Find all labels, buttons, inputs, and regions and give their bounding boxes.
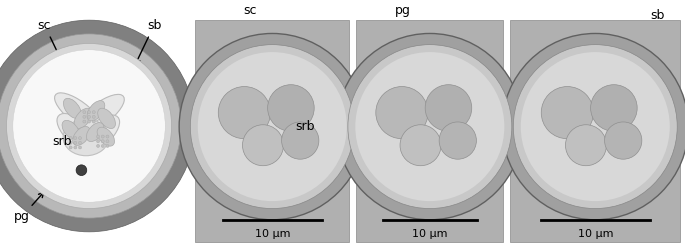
Text: srb: srb: [295, 119, 314, 133]
Ellipse shape: [0, 20, 195, 232]
Ellipse shape: [74, 108, 92, 129]
Ellipse shape: [97, 144, 99, 147]
Text: 10 μm: 10 μm: [255, 229, 290, 239]
Ellipse shape: [97, 135, 99, 138]
Ellipse shape: [80, 115, 120, 152]
Ellipse shape: [439, 122, 476, 159]
Ellipse shape: [63, 119, 109, 156]
Ellipse shape: [87, 101, 105, 121]
Text: sb: sb: [627, 9, 664, 43]
Text: sr: sr: [515, 129, 558, 163]
Text: sc: sc: [243, 4, 257, 28]
Ellipse shape: [101, 140, 104, 143]
Ellipse shape: [190, 45, 354, 209]
Ellipse shape: [106, 140, 109, 143]
Ellipse shape: [57, 113, 97, 151]
Ellipse shape: [348, 45, 512, 209]
Ellipse shape: [77, 94, 124, 133]
Ellipse shape: [565, 125, 606, 166]
Ellipse shape: [73, 127, 90, 145]
Ellipse shape: [541, 86, 593, 139]
Ellipse shape: [79, 137, 82, 140]
Ellipse shape: [179, 34, 365, 220]
Ellipse shape: [88, 120, 90, 123]
Ellipse shape: [425, 85, 472, 131]
Ellipse shape: [74, 141, 77, 144]
Ellipse shape: [79, 141, 82, 144]
Ellipse shape: [83, 115, 86, 118]
Ellipse shape: [79, 146, 82, 149]
Text: 10 μm: 10 μm: [412, 229, 447, 239]
Text: sb: sb: [136, 19, 161, 64]
Ellipse shape: [62, 120, 79, 139]
Ellipse shape: [98, 108, 116, 129]
Ellipse shape: [521, 52, 670, 201]
Ellipse shape: [219, 86, 271, 139]
Ellipse shape: [282, 122, 319, 159]
Ellipse shape: [74, 137, 77, 140]
Ellipse shape: [76, 165, 87, 176]
Ellipse shape: [513, 45, 677, 209]
Ellipse shape: [242, 125, 284, 166]
Text: srb: srb: [52, 135, 71, 148]
Text: sr: sr: [123, 149, 156, 178]
Ellipse shape: [356, 52, 504, 201]
Ellipse shape: [0, 34, 181, 218]
Text: pg: pg: [14, 192, 44, 223]
Text: sc: sc: [38, 19, 63, 64]
Ellipse shape: [97, 140, 99, 143]
Ellipse shape: [502, 34, 685, 220]
Ellipse shape: [88, 111, 90, 114]
Ellipse shape: [83, 111, 86, 114]
Text: pg: pg: [395, 4, 411, 28]
Bar: [510, 20, 680, 242]
Ellipse shape: [101, 135, 104, 138]
Ellipse shape: [88, 115, 90, 118]
Ellipse shape: [6, 43, 172, 209]
Ellipse shape: [55, 93, 102, 132]
Ellipse shape: [13, 50, 165, 202]
Ellipse shape: [69, 141, 72, 144]
Ellipse shape: [64, 98, 81, 119]
Ellipse shape: [400, 125, 441, 166]
Ellipse shape: [101, 144, 104, 147]
Bar: [195, 20, 349, 242]
Ellipse shape: [92, 115, 95, 118]
Ellipse shape: [69, 146, 72, 149]
Text: 10 μm: 10 μm: [577, 229, 613, 239]
Ellipse shape: [83, 120, 86, 123]
Ellipse shape: [86, 123, 104, 142]
Ellipse shape: [106, 144, 109, 147]
Ellipse shape: [92, 111, 95, 114]
Ellipse shape: [106, 135, 109, 138]
Ellipse shape: [198, 52, 347, 201]
Ellipse shape: [590, 85, 637, 131]
Bar: [356, 20, 503, 242]
Ellipse shape: [74, 146, 77, 149]
Ellipse shape: [97, 127, 114, 146]
Ellipse shape: [268, 85, 314, 131]
Ellipse shape: [376, 86, 428, 139]
Ellipse shape: [69, 137, 72, 140]
Ellipse shape: [605, 122, 642, 159]
Ellipse shape: [337, 34, 523, 220]
Ellipse shape: [92, 120, 95, 123]
